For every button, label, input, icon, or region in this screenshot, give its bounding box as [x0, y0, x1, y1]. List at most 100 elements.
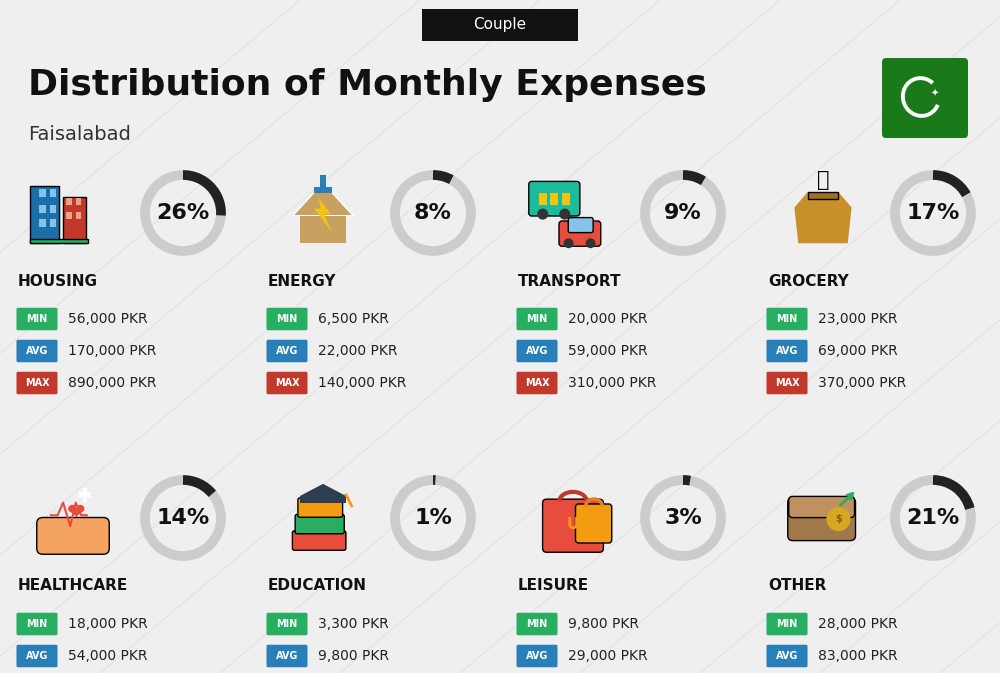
- Text: MIN: MIN: [26, 619, 48, 629]
- FancyBboxPatch shape: [37, 518, 109, 555]
- Bar: [50, 219, 56, 227]
- FancyBboxPatch shape: [767, 340, 807, 362]
- Text: 3,300 PKR: 3,300 PKR: [318, 617, 389, 631]
- Text: 23,000 PKR: 23,000 PKR: [818, 312, 898, 326]
- Text: 890,000 PKR: 890,000 PKR: [68, 376, 156, 390]
- Text: ✦: ✦: [931, 89, 939, 99]
- Polygon shape: [293, 183, 353, 216]
- Bar: [300, 216, 346, 243]
- Text: MAX: MAX: [775, 378, 799, 388]
- Text: 59,000 PKR: 59,000 PKR: [568, 344, 648, 358]
- Circle shape: [826, 507, 851, 531]
- Text: MIN: MIN: [526, 314, 548, 324]
- FancyBboxPatch shape: [516, 645, 558, 667]
- Text: 1%: 1%: [414, 508, 452, 528]
- Text: AVG: AVG: [526, 346, 548, 356]
- Text: HEALTHCARE: HEALTHCARE: [18, 579, 128, 594]
- Text: 14%: 14%: [156, 508, 210, 528]
- FancyBboxPatch shape: [543, 499, 603, 553]
- Polygon shape: [794, 192, 852, 243]
- Text: 140,000 PKR: 140,000 PKR: [318, 376, 406, 390]
- Text: HOUSING: HOUSING: [18, 273, 98, 289]
- Text: 3%: 3%: [664, 508, 702, 528]
- Text: 54,000 PKR: 54,000 PKR: [68, 649, 148, 663]
- FancyBboxPatch shape: [808, 192, 838, 199]
- FancyBboxPatch shape: [516, 308, 558, 330]
- FancyBboxPatch shape: [882, 58, 968, 138]
- Text: GROCERY: GROCERY: [768, 273, 849, 289]
- FancyBboxPatch shape: [30, 186, 59, 243]
- Text: 310,000 PKR: 310,000 PKR: [568, 376, 656, 390]
- Text: EDUCATION: EDUCATION: [268, 579, 367, 594]
- Bar: [562, 192, 570, 205]
- Text: 170,000 PKR: 170,000 PKR: [68, 344, 156, 358]
- FancyBboxPatch shape: [266, 340, 308, 362]
- Text: AVG: AVG: [26, 346, 48, 356]
- FancyBboxPatch shape: [529, 182, 580, 216]
- Text: MIN: MIN: [276, 619, 298, 629]
- Circle shape: [559, 209, 570, 219]
- Text: 56,000 PKR: 56,000 PKR: [68, 312, 148, 326]
- FancyBboxPatch shape: [16, 340, 57, 362]
- Text: MIN: MIN: [776, 314, 798, 324]
- Text: MAX: MAX: [25, 378, 49, 388]
- FancyBboxPatch shape: [266, 371, 308, 394]
- FancyBboxPatch shape: [767, 308, 807, 330]
- Text: MAX: MAX: [275, 378, 299, 388]
- Bar: [39, 205, 46, 213]
- Text: ENERGY: ENERGY: [268, 273, 336, 289]
- Polygon shape: [300, 484, 346, 496]
- Text: 17%: 17%: [906, 203, 960, 223]
- FancyBboxPatch shape: [16, 645, 57, 667]
- Text: 29,000 PKR: 29,000 PKR: [568, 649, 648, 663]
- Bar: [50, 205, 56, 213]
- Text: TRANSPORT: TRANSPORT: [518, 273, 622, 289]
- Bar: [83, 488, 87, 501]
- Text: MIN: MIN: [776, 619, 798, 629]
- Bar: [76, 198, 81, 205]
- Text: U: U: [567, 517, 579, 532]
- Bar: [550, 192, 558, 205]
- Text: Faisalabad: Faisalabad: [28, 125, 131, 145]
- Text: 9,800 PKR: 9,800 PKR: [318, 649, 389, 663]
- Bar: [320, 174, 326, 188]
- FancyBboxPatch shape: [568, 217, 593, 233]
- Text: 6,500 PKR: 6,500 PKR: [318, 312, 389, 326]
- Bar: [66, 198, 72, 205]
- FancyBboxPatch shape: [559, 221, 601, 246]
- FancyBboxPatch shape: [63, 197, 86, 243]
- FancyBboxPatch shape: [16, 308, 57, 330]
- Bar: [50, 189, 56, 197]
- Bar: [300, 496, 346, 503]
- Text: 9%: 9%: [664, 203, 702, 223]
- Bar: [314, 186, 332, 193]
- FancyBboxPatch shape: [16, 371, 57, 394]
- Text: MIN: MIN: [26, 314, 48, 324]
- Text: $: $: [835, 514, 842, 524]
- Text: AVG: AVG: [526, 651, 548, 661]
- Circle shape: [564, 238, 574, 248]
- Text: AVG: AVG: [276, 346, 298, 356]
- FancyBboxPatch shape: [575, 504, 612, 543]
- Text: AVG: AVG: [276, 651, 298, 661]
- Text: MIN: MIN: [526, 619, 548, 629]
- Text: Couple: Couple: [473, 17, 527, 32]
- Text: MIN: MIN: [276, 314, 298, 324]
- FancyBboxPatch shape: [298, 498, 343, 518]
- Text: 69,000 PKR: 69,000 PKR: [818, 344, 898, 358]
- Bar: [539, 192, 547, 205]
- Bar: [76, 212, 81, 219]
- FancyBboxPatch shape: [767, 612, 807, 635]
- FancyBboxPatch shape: [16, 612, 57, 635]
- Text: 8%: 8%: [414, 203, 452, 223]
- FancyBboxPatch shape: [516, 371, 558, 394]
- Text: 🥕: 🥕: [817, 170, 829, 190]
- FancyBboxPatch shape: [767, 645, 807, 667]
- Text: 83,000 PKR: 83,000 PKR: [818, 649, 898, 663]
- FancyBboxPatch shape: [266, 645, 308, 667]
- FancyBboxPatch shape: [30, 239, 88, 243]
- Bar: [39, 189, 46, 197]
- Text: AVG: AVG: [776, 651, 798, 661]
- Text: 9,800 PKR: 9,800 PKR: [568, 617, 639, 631]
- Text: 18,000 PKR: 18,000 PKR: [68, 617, 148, 631]
